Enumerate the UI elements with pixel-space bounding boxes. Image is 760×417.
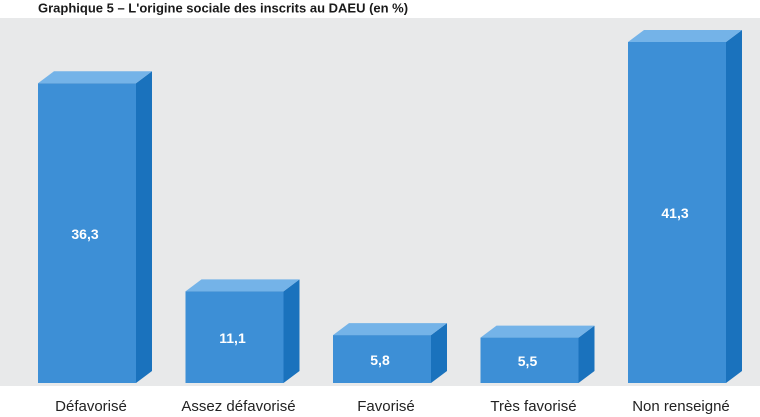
bar-top — [333, 323, 447, 336]
bar-side — [726, 30, 742, 383]
x-tick-label: Non renseigné — [632, 398, 730, 415]
bar — [185, 291, 284, 383]
bar-top — [38, 71, 152, 84]
bar-side — [431, 323, 447, 383]
value-label: 11,1 — [219, 330, 246, 346]
bar-top — [185, 279, 300, 292]
bar-side — [578, 325, 595, 383]
bar — [38, 83, 136, 383]
bar-top — [628, 30, 742, 42]
value-label: 36,3 — [71, 226, 98, 242]
x-tick-label: Assez défavorisé — [181, 398, 295, 415]
bar — [628, 42, 726, 383]
bar — [480, 337, 579, 383]
bar-side — [283, 279, 300, 383]
value-label: 5,8 — [370, 352, 390, 368]
bar-side — [136, 71, 152, 383]
bar-top — [480, 325, 595, 338]
x-tick-label: Favorisé — [357, 398, 415, 415]
bar — [333, 335, 431, 383]
x-tick-label: Très favorisé — [490, 398, 576, 415]
chart-title: Graphique 5 – L'origine sociale des insc… — [38, 0, 408, 15]
x-tick-label: Défavorisé — [55, 398, 127, 415]
value-label: 41,3 — [661, 205, 688, 221]
value-label: 5,5 — [518, 353, 538, 369]
